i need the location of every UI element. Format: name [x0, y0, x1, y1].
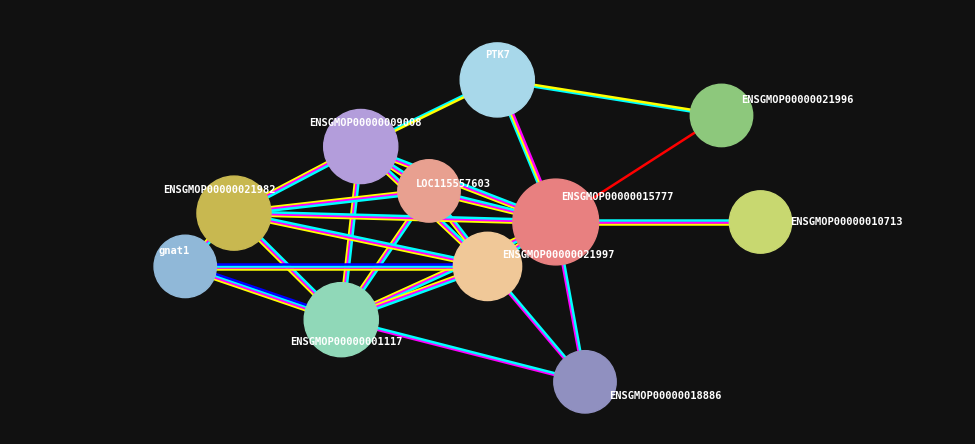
Text: ENSGMOP00000001117: ENSGMOP00000001117 [290, 337, 403, 348]
Text: ENSGMOP00000009008: ENSGMOP00000009008 [309, 118, 422, 128]
Text: ENSGMOP00000021996: ENSGMOP00000021996 [741, 95, 853, 105]
Ellipse shape [460, 43, 534, 117]
Text: ENSGMOP00000021982: ENSGMOP00000021982 [163, 185, 276, 195]
Ellipse shape [324, 110, 398, 183]
Text: LOC115557603: LOC115557603 [416, 179, 490, 189]
Ellipse shape [554, 351, 616, 413]
Ellipse shape [453, 232, 522, 301]
Ellipse shape [398, 160, 460, 222]
Text: gnat1: gnat1 [159, 246, 190, 256]
Ellipse shape [729, 191, 792, 253]
Text: ENSGMOP00000010713: ENSGMOP00000010713 [790, 217, 902, 227]
Ellipse shape [304, 283, 378, 357]
Text: PTK7: PTK7 [485, 50, 510, 60]
Text: ENSGMOP00000018886: ENSGMOP00000018886 [609, 392, 722, 401]
Text: ENSGMOP00000021997: ENSGMOP00000021997 [502, 250, 614, 260]
Text: ENSGMOP00000015777: ENSGMOP00000015777 [561, 192, 673, 202]
Ellipse shape [690, 84, 753, 147]
Ellipse shape [513, 179, 599, 265]
Ellipse shape [197, 176, 271, 250]
Ellipse shape [154, 235, 216, 297]
